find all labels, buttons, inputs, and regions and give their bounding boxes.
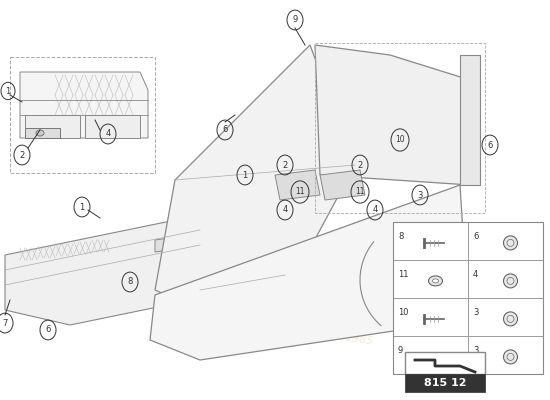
Text: 8: 8 xyxy=(127,278,133,286)
Text: 9: 9 xyxy=(293,16,298,24)
Ellipse shape xyxy=(36,130,44,136)
Bar xyxy=(468,298,543,336)
Text: 1: 1 xyxy=(6,86,10,96)
Text: 6: 6 xyxy=(473,232,478,241)
Text: 4: 4 xyxy=(372,206,378,214)
Polygon shape xyxy=(25,115,80,138)
Polygon shape xyxy=(460,55,480,185)
Polygon shape xyxy=(315,45,470,185)
Polygon shape xyxy=(150,185,465,360)
Bar xyxy=(468,222,543,260)
Text: 3: 3 xyxy=(417,190,423,200)
Text: 1: 1 xyxy=(79,202,85,212)
Polygon shape xyxy=(155,45,355,310)
Ellipse shape xyxy=(503,350,518,364)
Polygon shape xyxy=(275,170,320,200)
Text: 11: 11 xyxy=(398,270,409,279)
Ellipse shape xyxy=(428,276,443,286)
Polygon shape xyxy=(20,72,148,138)
Text: 8: 8 xyxy=(398,232,403,241)
Bar xyxy=(468,260,543,298)
Ellipse shape xyxy=(503,236,518,250)
Text: 7: 7 xyxy=(2,318,8,328)
Polygon shape xyxy=(320,170,365,200)
Text: 10: 10 xyxy=(395,136,405,144)
Text: 2: 2 xyxy=(19,150,25,160)
Polygon shape xyxy=(25,128,60,138)
Bar xyxy=(393,222,468,260)
Polygon shape xyxy=(85,115,140,138)
Bar xyxy=(405,352,485,374)
Text: 10: 10 xyxy=(398,308,409,317)
Text: 6: 6 xyxy=(487,140,493,150)
Text: 11: 11 xyxy=(355,188,365,196)
Bar xyxy=(10,57,155,173)
Text: 815 12: 815 12 xyxy=(424,378,466,388)
Bar xyxy=(393,260,468,298)
Ellipse shape xyxy=(503,274,518,288)
Ellipse shape xyxy=(503,312,518,326)
Text: 4: 4 xyxy=(282,206,288,214)
Text: 2: 2 xyxy=(282,160,288,170)
Text: 3: 3 xyxy=(473,308,478,317)
Text: 6: 6 xyxy=(45,326,51,334)
Text: 4: 4 xyxy=(106,130,111,138)
Bar xyxy=(393,336,468,374)
Bar xyxy=(393,298,468,336)
Text: 6: 6 xyxy=(222,126,228,134)
Bar xyxy=(468,336,543,374)
Text: 1: 1 xyxy=(243,170,248,180)
Text: a passion for parts since 1985: a passion for parts since 1985 xyxy=(206,313,374,347)
Polygon shape xyxy=(155,236,185,252)
Text: 4: 4 xyxy=(473,270,478,279)
Bar xyxy=(393,222,543,374)
Bar xyxy=(405,374,485,392)
Text: 9: 9 xyxy=(398,346,403,355)
Text: 2: 2 xyxy=(358,160,362,170)
Ellipse shape xyxy=(432,279,438,283)
Text: 11: 11 xyxy=(295,188,305,196)
Bar xyxy=(315,43,485,213)
Polygon shape xyxy=(5,215,265,325)
Text: 3: 3 xyxy=(473,346,478,355)
Text: europarts: europarts xyxy=(105,223,355,317)
